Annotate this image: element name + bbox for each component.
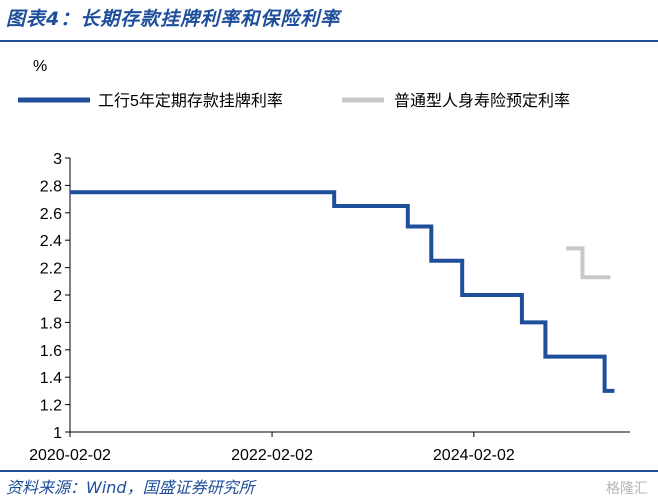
- y-tick-label: 2.4: [40, 233, 62, 250]
- watermark-logo: 格隆汇: [606, 481, 648, 497]
- x-tick-label: 2024-02-02: [433, 447, 515, 464]
- series-line-2: [566, 246, 611, 280]
- source-divider: [0, 470, 658, 472]
- legend-label-1: 工行5年定期存款挂牌利率: [98, 92, 283, 110]
- y-tick-label: 1.4: [40, 370, 62, 387]
- y-tick-label: 1.2: [40, 398, 62, 415]
- x-tick-label: 2022-02-02: [231, 447, 313, 464]
- y-tick-label: 1.8: [40, 315, 62, 332]
- axes: 1 1.2 1.4 1.6 1.8 2 2.2 2.4 2.6 2.8 3 2020-02-02 202…: [29, 151, 630, 464]
- y-tick-label: 3: [53, 151, 62, 168]
- source-label: 资料来源：: [6, 478, 87, 497]
- legend-label-2: 普通型人身寿险预定利率: [394, 92, 570, 110]
- source-note: 资料来源：Wind，国盛证券研究所: [6, 474, 255, 498]
- figure-title: 图表4：长期存款挂牌利率和保险利率: [6, 8, 341, 30]
- y-tick-label: 1: [53, 425, 62, 442]
- x-tick-label: 2020-02-02: [29, 447, 111, 464]
- y-tick-label: 2.2: [40, 261, 62, 278]
- series-line-1: [70, 190, 615, 393]
- source-text: Wind，国盛证券研究所: [86, 478, 255, 497]
- y-tick-label: 2.6: [40, 206, 62, 223]
- title-divider: [0, 40, 658, 42]
- legend: 工行5年定期存款挂牌利率 普通型人身寿险预定利率: [18, 92, 570, 110]
- y-tick-label: 2.8: [40, 178, 62, 195]
- y-unit-label: %: [33, 58, 47, 75]
- y-tick-label: 1.6: [40, 343, 62, 360]
- series-group: [70, 190, 615, 393]
- y-tick-label: 2: [53, 288, 62, 305]
